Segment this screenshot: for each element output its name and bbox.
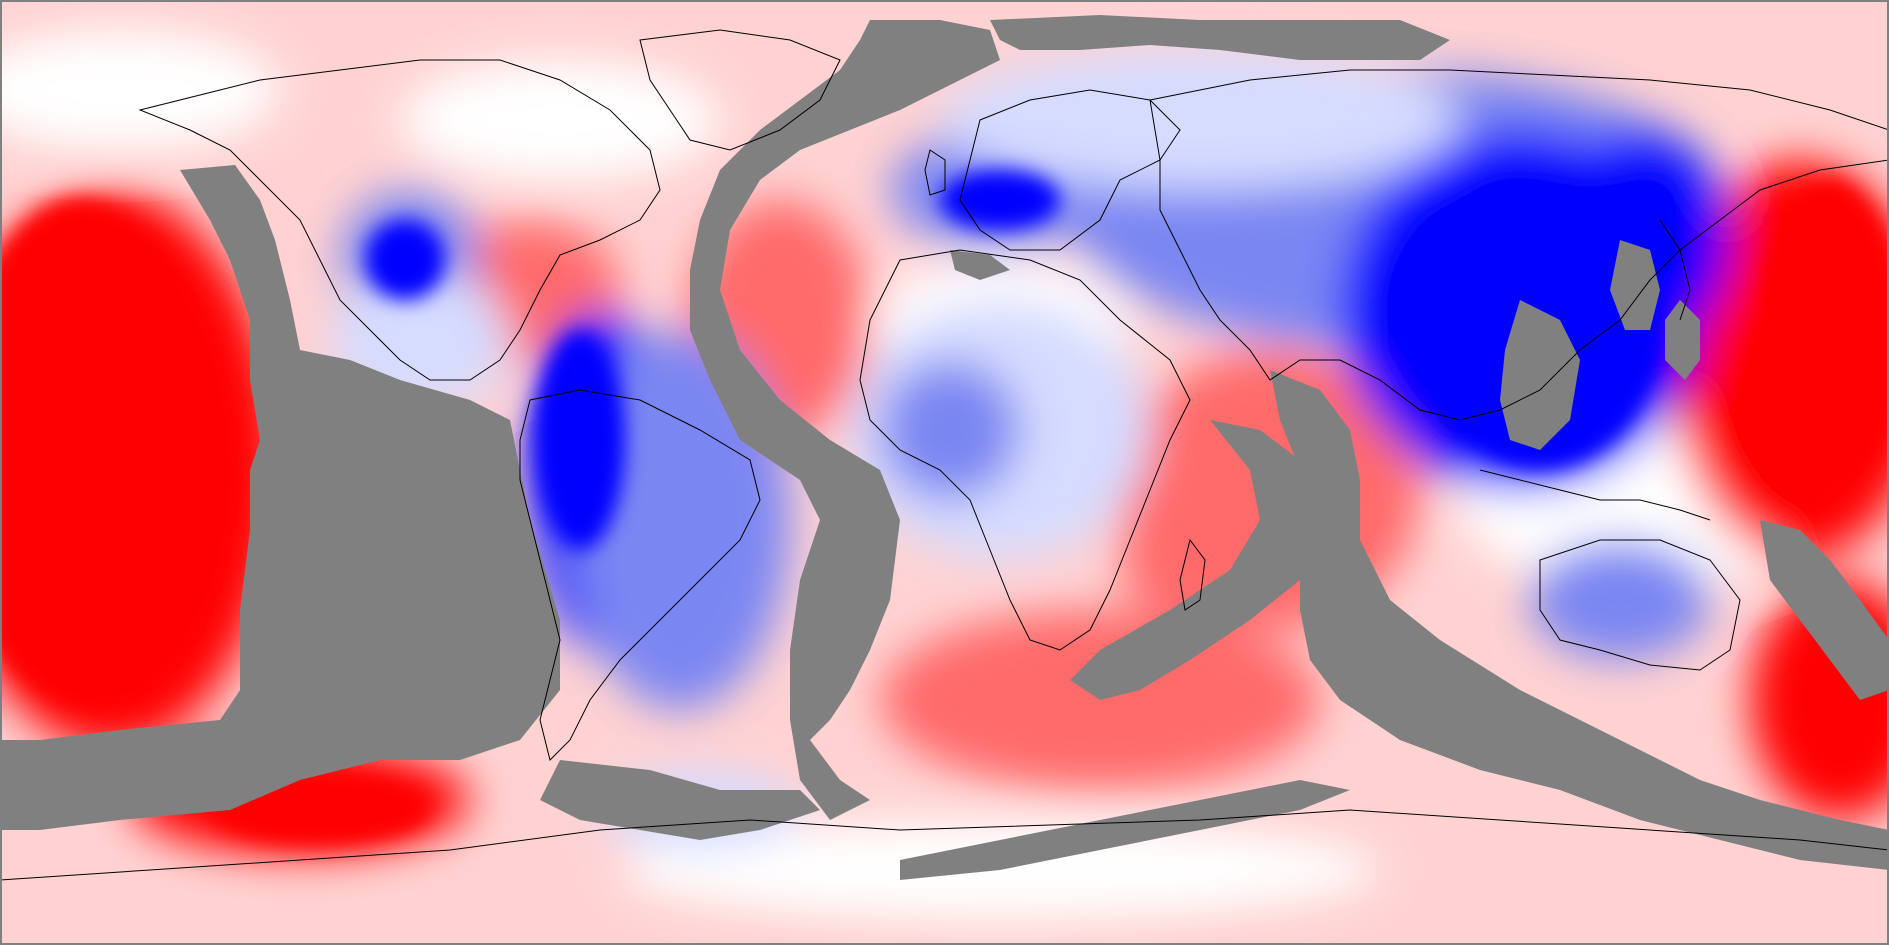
masked-region-sea-of-japan xyxy=(1610,240,1660,330)
coastline-indonesia xyxy=(1479,469,1711,521)
anomaly-core xyxy=(535,330,625,550)
coastline-greenland xyxy=(639,29,841,151)
masked-region-mid-atlantic-ridge xyxy=(690,20,1000,820)
masked-region-east-pacific xyxy=(0,165,560,830)
coastline-madagascar xyxy=(1179,538,1206,611)
coastline-south-america xyxy=(519,389,761,761)
anomaly-core xyxy=(940,170,1060,230)
coastline-antarctica xyxy=(0,809,1889,881)
anomaly-core xyxy=(1760,180,1889,480)
anomaly-core xyxy=(0,200,210,700)
coastline-north-america xyxy=(138,59,661,381)
masked-region-mediterranean xyxy=(950,250,1010,280)
anomaly-blob xyxy=(400,60,720,180)
coastline-africa xyxy=(859,249,1191,651)
masked-region-philippine-sea xyxy=(1665,300,1700,380)
masked-region-china-sea xyxy=(1500,300,1580,450)
anomaly-blob xyxy=(1530,540,1710,660)
masked-region-southwest-indian xyxy=(1070,420,1330,700)
coastline-australia xyxy=(1539,539,1741,671)
coastline-asia xyxy=(1149,69,1889,421)
anomaly-blob xyxy=(0,30,280,150)
masked-region-north-atlantic xyxy=(990,15,1450,60)
coastlines xyxy=(0,29,1889,881)
coastline-europe xyxy=(959,89,1181,251)
masked-region-southeast-indian xyxy=(1270,370,1889,870)
anomaly-blob xyxy=(940,50,1460,190)
coastline-japan xyxy=(1659,219,1691,321)
masked-region-western-pacific xyxy=(1760,520,1889,700)
coastline-uk xyxy=(924,149,946,196)
masked-region-south-atlantic-ridge xyxy=(900,780,1350,880)
anomaly-cores xyxy=(0,170,1889,845)
masked-regions xyxy=(0,15,1889,880)
anomaly-core xyxy=(365,220,445,300)
anomaly-blob xyxy=(880,360,1020,500)
